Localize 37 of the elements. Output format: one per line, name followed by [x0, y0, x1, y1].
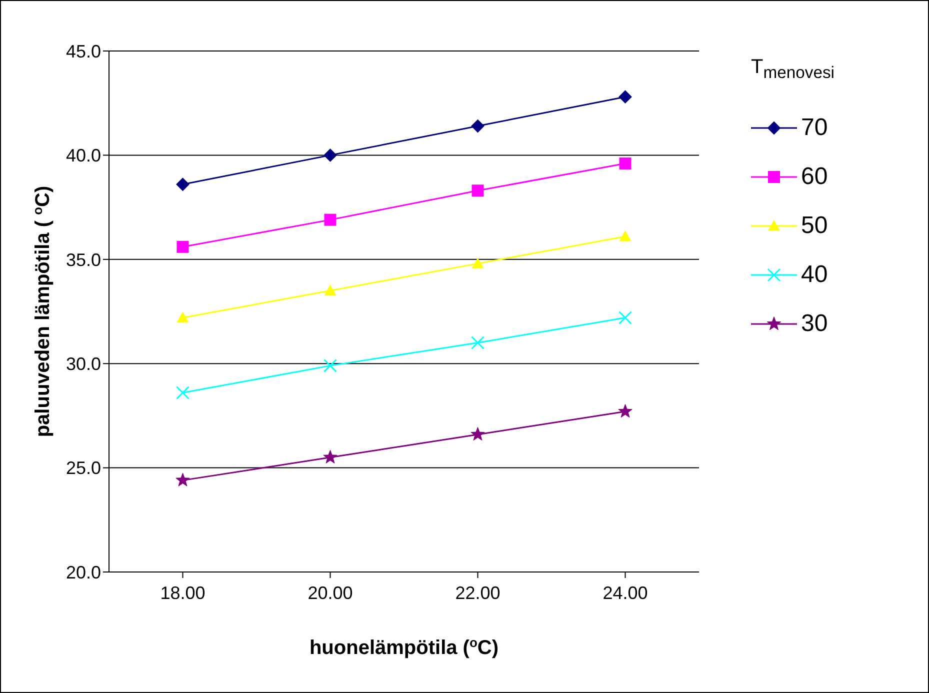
legend-label: 50 — [801, 212, 828, 240]
x-tick-label: 18.00 — [160, 582, 206, 603]
x-tick-label: 22.00 — [455, 582, 500, 603]
x-axis-title: huonelämpötila ($^{o}$C) — [309, 634, 499, 659]
y-tick-label: 40.0 — [66, 146, 101, 166]
point — [324, 148, 337, 162]
point — [619, 230, 632, 242]
point — [176, 240, 189, 253]
y-tick-label: 35.0 — [66, 250, 101, 270]
y-tick-label: 20.0 — [66, 562, 101, 582]
legend-title: T$_{menovesi}$ — [751, 56, 835, 82]
point — [471, 336, 484, 350]
point — [176, 386, 190, 400]
y-tick-label: 30.0 — [66, 354, 101, 374]
point — [618, 90, 632, 104]
point — [323, 450, 338, 464]
legend-label: 30 — [801, 310, 828, 338]
point — [324, 358, 337, 372]
point — [618, 404, 632, 418]
point — [472, 258, 484, 268]
point — [324, 214, 336, 226]
point — [176, 178, 190, 191]
legend-label: 60 — [801, 162, 828, 190]
point — [176, 312, 189, 323]
point — [618, 311, 632, 324]
point — [472, 184, 484, 197]
legend-label: 70 — [801, 114, 828, 142]
point — [176, 472, 190, 486]
point — [619, 158, 632, 170]
point — [324, 284, 336, 296]
x-tick-label: 20.00 — [308, 582, 353, 603]
y-tick-label: 45.0 — [66, 41, 101, 62]
point — [471, 120, 484, 133]
point — [470, 427, 485, 441]
x-tick-label: 24.00 — [602, 582, 648, 603]
y-tick-label: 25.0 — [66, 458, 101, 478]
legend-label: 40 — [801, 260, 828, 288]
